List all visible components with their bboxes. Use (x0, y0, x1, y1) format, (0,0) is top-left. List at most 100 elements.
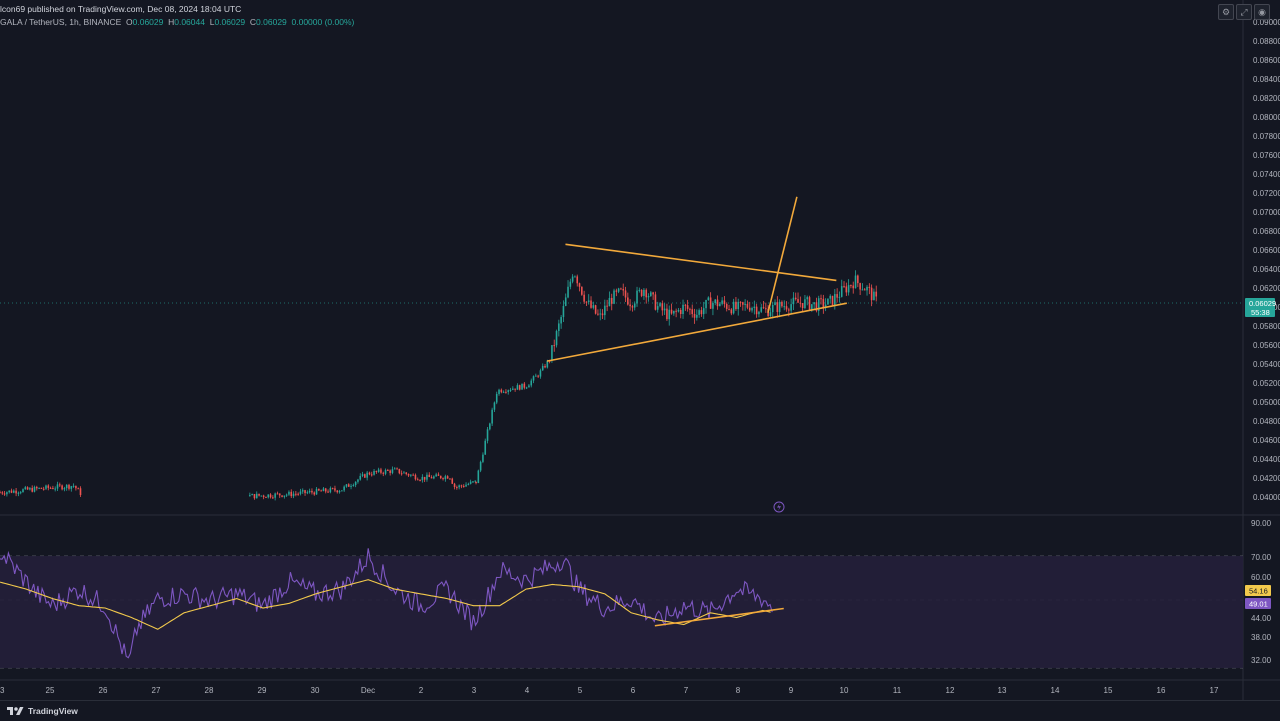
candle-body (732, 301, 735, 314)
candle-body (439, 475, 442, 479)
candle-body (377, 469, 380, 472)
candle-body (380, 469, 382, 473)
price-tick-label: 0.07000 (1253, 208, 1280, 217)
candle-body (728, 308, 730, 310)
time-tick-label: 9 (789, 686, 794, 695)
price-tick-label: 0.05000 (1253, 398, 1280, 407)
candle-body (622, 288, 625, 291)
candle-body (587, 300, 590, 302)
tradingview-logo-icon[interactable] (6, 706, 24, 716)
candle-body (329, 488, 332, 493)
time-tick-label: 14 (1051, 686, 1060, 695)
candle-body (334, 488, 336, 491)
candle-body (624, 290, 627, 298)
candle-body (281, 495, 283, 497)
candle-body (817, 298, 820, 311)
candle-body (670, 309, 673, 314)
candle-body (873, 291, 875, 301)
candle-body (343, 486, 345, 491)
lightning-icon[interactable] (773, 501, 785, 513)
candle-body (288, 491, 290, 495)
candle-body (771, 304, 774, 313)
candle-body (693, 314, 696, 318)
footer-brand[interactable]: TradingView (28, 706, 78, 716)
candle-body (781, 301, 783, 307)
rsi-ma-value: 49.01 (1249, 600, 1268, 609)
candle-body (716, 299, 719, 307)
candle-body (77, 488, 79, 490)
candle-body (3, 493, 6, 495)
ohlc-l-label: L (209, 17, 215, 27)
candle-body (36, 486, 38, 489)
candle-body (45, 485, 47, 489)
candle-body (56, 484, 59, 489)
price-tick-label: 0.07400 (1253, 170, 1280, 179)
candle-body (15, 490, 17, 494)
candle-body (661, 303, 664, 311)
price-tick-label: 0.08200 (1253, 94, 1280, 103)
candle-body (617, 288, 620, 292)
candle-body (419, 479, 421, 481)
candle-body (585, 301, 588, 303)
candle-body (26, 487, 29, 490)
candle-body (267, 494, 270, 498)
candle-body (804, 299, 806, 309)
price-tick-label: 0.08600 (1253, 56, 1280, 65)
price-tick-label: 0.08800 (1253, 37, 1280, 46)
time-tick-label: 27 (152, 686, 161, 695)
footer-bar: TradingView (0, 700, 1280, 721)
candle-body (567, 286, 569, 298)
bar-countdown: 55:38 (1251, 308, 1270, 317)
price-tick-label: 0.06800 (1253, 227, 1280, 236)
candle-body (460, 485, 463, 487)
candle-body (472, 481, 474, 483)
candle-body (68, 484, 70, 489)
settings-icon[interactable]: ⚙ (1218, 4, 1234, 20)
candle-body (65, 484, 68, 489)
time-tick-label: 16 (1157, 686, 1166, 695)
chart-canvas[interactable]: 0.09000 0.08800 0.08600 0.08400 0.08200 0.080… (0, 0, 1280, 700)
time-tick-label: 13 (998, 686, 1007, 695)
candle-body (831, 295, 834, 305)
candle-body (836, 294, 838, 298)
time-tick-label: 25 (46, 686, 55, 695)
candle-body (396, 468, 398, 470)
time-tick-label: 3 (472, 686, 477, 695)
candle-body (435, 474, 437, 477)
candle-body (412, 474, 414, 476)
candle-body (801, 303, 804, 309)
rsi-tick-label: 60.00 (1251, 573, 1272, 582)
fullscreen-icon[interactable]: ⤢ (1236, 4, 1252, 20)
candle-body (498, 389, 500, 394)
candle-body (774, 302, 776, 305)
rsi-tick-label: 44.00 (1251, 614, 1272, 623)
candle-body (1, 492, 4, 494)
candle-body (493, 402, 496, 410)
candle-body (758, 311, 760, 315)
candle-body (797, 299, 799, 303)
rsi-value-badge (1245, 585, 1271, 596)
candle-body (295, 493, 297, 495)
candle-body (863, 289, 866, 291)
candle-body (850, 285, 852, 287)
candle-body (400, 473, 403, 475)
candle-body (366, 472, 368, 478)
candle-body (373, 470, 375, 475)
price-tick-label: 0.05400 (1253, 360, 1280, 369)
candle-body (845, 286, 848, 293)
publisher-line: lcon69 published on TradingView.com, Dec… (0, 4, 242, 14)
candle-body (739, 301, 742, 303)
candle-body (391, 469, 394, 473)
candle-body (783, 306, 786, 308)
camera-icon[interactable]: ◉ (1254, 4, 1270, 20)
candle-body (539, 370, 542, 377)
candle-body (79, 488, 82, 496)
candle-body (272, 497, 274, 499)
candle-body (509, 389, 512, 391)
candle-body (799, 302, 802, 304)
candle-body (10, 490, 13, 493)
candle-body (590, 300, 592, 308)
candle-body (748, 307, 751, 311)
candle-body (620, 288, 622, 290)
candle-body (17, 492, 20, 494)
